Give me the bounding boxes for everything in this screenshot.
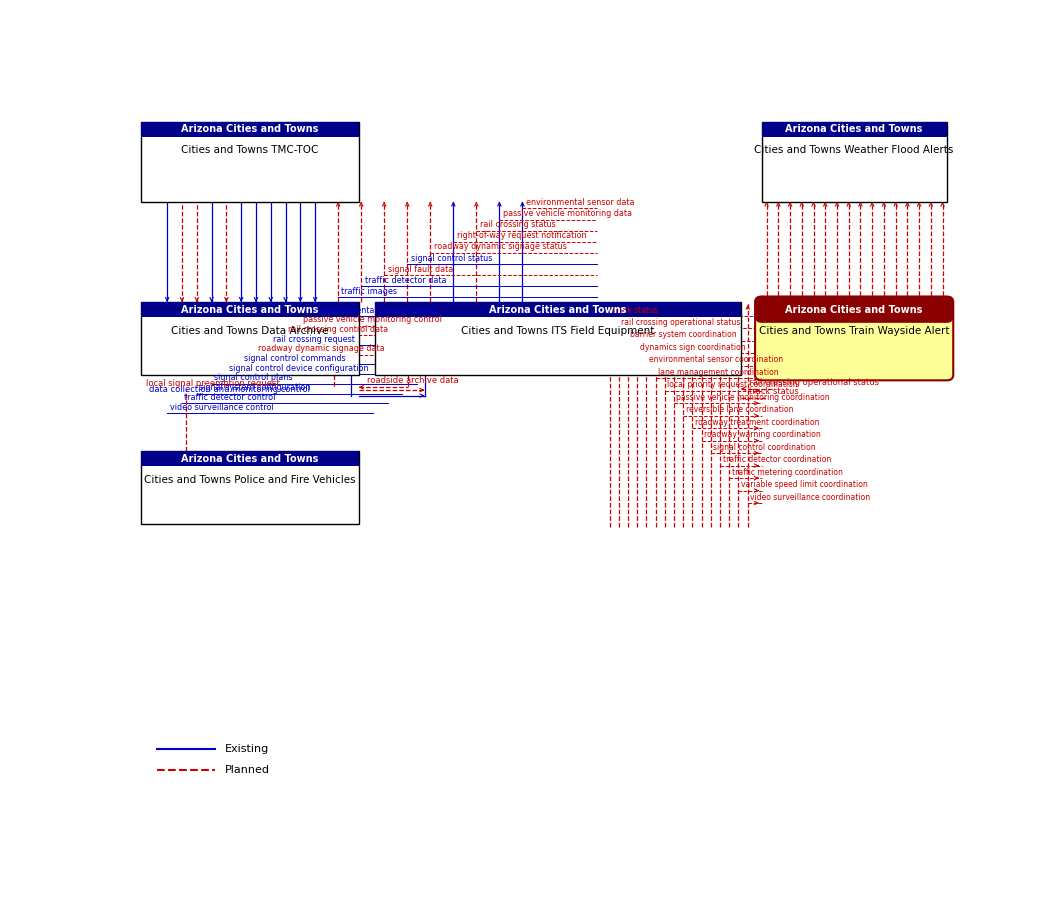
Bar	[376, 302, 741, 318]
Text: signal system configuration: signal system configuration	[199, 383, 311, 392]
Text: signal control status: signal control status	[411, 254, 492, 263]
Bar	[762, 122, 946, 137]
Text: passive vehicle monitoring data: passive vehicle monitoring data	[503, 209, 631, 218]
FancyBboxPatch shape	[755, 296, 953, 323]
Text: rail crossing status: rail crossing status	[480, 220, 555, 230]
Text: right-of-way request notification: right-of-way request notification	[456, 231, 586, 240]
Text: video surveillance control: video surveillance control	[170, 402, 274, 411]
Text: Arizona Cities and Towns: Arizona Cities and Towns	[785, 124, 923, 134]
Text: Arizona Cities and Towns: Arizona Cities and Towns	[785, 305, 923, 315]
Text: Arizona Cities and Towns: Arizona Cities and Towns	[181, 305, 318, 315]
Text: traffic detector data: traffic detector data	[365, 275, 446, 284]
Bar	[141, 302, 359, 374]
Text: rail crossing control data: rail crossing control data	[288, 325, 388, 334]
Text: rail crossing request: rail crossing request	[274, 335, 355, 344]
Text: rail crossing operational status: rail crossing operational status	[749, 378, 880, 387]
Text: signal control coordination: signal control coordination	[713, 443, 816, 452]
Text: signal control commands: signal control commands	[244, 354, 345, 363]
Text: traffic metering coordination: traffic metering coordination	[732, 468, 842, 477]
Text: traffic images: traffic images	[342, 287, 398, 296]
Text: barrier system coordination: barrier system coordination	[630, 330, 737, 339]
Text: local signal preemption request: local signal preemption request	[145, 379, 279, 388]
Text: environmental sensor coordination: environmental sensor coordination	[649, 356, 783, 364]
Text: roadway warning coordination: roadway warning coordination	[705, 430, 821, 439]
Text: data collection and monitoring control: data collection and monitoring control	[149, 384, 310, 393]
Text: passive vehicle monitoring control: passive vehicle monitoring control	[302, 315, 441, 324]
Bar	[762, 122, 946, 202]
Text: roadway treatment coordination: roadway treatment coordination	[695, 418, 819, 427]
Text: signal control device configuration: signal control device configuration	[229, 364, 368, 373]
Text: roadway dynamic signage status: roadway dynamic signage status	[434, 242, 567, 251]
Text: local priority request coordination: local priority request coordination	[667, 381, 798, 390]
Bar	[141, 122, 359, 137]
Text: Cities and Towns Data Archive: Cities and Towns Data Archive	[171, 326, 329, 336]
Text: video surveillance coordination: video surveillance coordination	[750, 492, 870, 501]
Text: roadside archive data: roadside archive data	[367, 376, 458, 385]
Text: environmental sensor data: environmental sensor data	[525, 198, 634, 207]
Text: Cities and Towns Weather Flood Alerts: Cities and Towns Weather Flood Alerts	[754, 146, 954, 156]
Text: signal control plans: signal control plans	[214, 374, 293, 382]
Bar	[376, 302, 741, 374]
Text: Existing: Existing	[225, 744, 269, 754]
Text: lane management coordination: lane management coordination	[658, 368, 779, 377]
Text: Cities and Towns ITS Field Equipment: Cities and Towns ITS Field Equipment	[462, 326, 655, 336]
Text: passive vehicle monitoring coordination: passive vehicle monitoring coordination	[677, 392, 830, 401]
Text: reversible lane coordination: reversible lane coordination	[685, 405, 794, 414]
Text: signal fault data: signal fault data	[387, 265, 453, 274]
Text: rail crossing operational status: rail crossing operational status	[622, 318, 741, 327]
Text: Planned: Planned	[225, 765, 269, 775]
FancyBboxPatch shape	[755, 296, 953, 381]
Text: traffic detector coordination: traffic detector coordination	[723, 455, 831, 464]
Text: Cities and Towns Train Wayside Alert: Cities and Towns Train Wayside Alert	[759, 326, 950, 336]
Text: track status: track status	[749, 387, 799, 396]
Text: Cities and Towns Police and Fire Vehicles: Cities and Towns Police and Fire Vehicle…	[144, 474, 355, 484]
Text: roadway dynamic signage data: roadway dynamic signage data	[259, 345, 385, 354]
Text: Arizona Cities and Towns: Arizona Cities and Towns	[181, 454, 318, 464]
Text: Arizona Cities and Towns: Arizona Cities and Towns	[489, 305, 627, 315]
Text: dynamics sign coordination: dynamics sign coordination	[640, 343, 745, 352]
Text: track status: track status	[612, 305, 658, 314]
Text: Cities and Towns TMC-TOC: Cities and Towns TMC-TOC	[181, 146, 318, 156]
Bar	[141, 122, 359, 202]
Bar	[141, 451, 359, 466]
Text: environmental sensor control: environmental sensor control	[317, 305, 436, 314]
Text: variable speed limit coordination: variable speed limit coordination	[741, 481, 868, 490]
Bar	[141, 302, 359, 318]
Bar	[141, 451, 359, 524]
Text: traffic detector control: traffic detector control	[185, 392, 276, 401]
Text: Arizona Cities and Towns: Arizona Cities and Towns	[181, 124, 318, 134]
